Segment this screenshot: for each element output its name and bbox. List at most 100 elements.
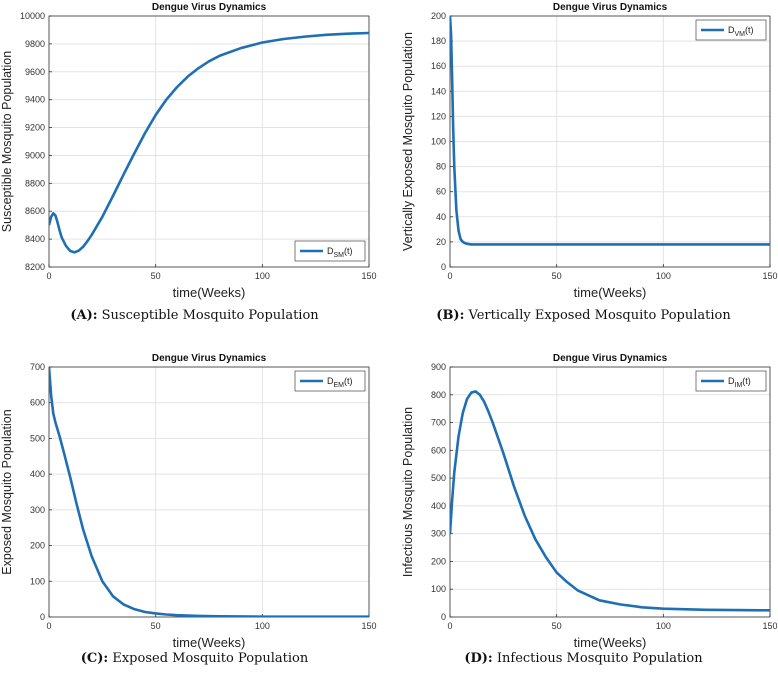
y-tick-label: 100 [30,576,45,586]
caption-a-label: (A): [70,308,98,323]
y-tick-label: 180 [431,36,446,46]
legend-label: DVM(t) [728,25,754,38]
plot-area [450,367,770,617]
caption-a-text: Susceptible Mosquito Population [101,308,319,323]
chart-a: 0 50 100 150 8200 8400 8600 8800 9000 9200 9400 960… [0,2,377,300]
x-tick-label: 150 [361,621,376,631]
panel-c: 0 50 100 150 0 100 200 300 400 500 600 700 Dengue Vi… [0,338,389,675]
y-tick-label: 60 [436,187,446,197]
x-tick-label: 0 [447,621,452,631]
x-tick-label: 0 [447,271,452,281]
chart-title: Dengue Virus Dynamics [553,353,668,364]
y-tick-label: 800 [431,390,446,400]
y-tick-label: 900 [431,362,446,372]
y-tick-label: 200 [30,541,45,551]
y-tick-label: 400 [30,469,45,479]
legend-box [294,240,366,262]
caption-c-label: (C): [80,651,109,666]
y-tick-label: 8400 [25,234,45,244]
caption-c: (C): Exposed Mosquito Population [0,651,389,666]
y-tick-label: 120 [431,111,446,121]
x-axis-label: time(Weeks) [173,635,246,650]
y-axis-label: Susceptible Mosquito Population [0,51,14,232]
x-tick-label: 100 [255,621,270,631]
y-axis-label: Infectious Mosquito Population [401,407,415,577]
y-tick-label: 0 [441,262,446,272]
y-tick-label: 80 [436,162,446,172]
chart-d: 0 50 100 150 0 100 200 300 400 500 600 700 800 900 Den… [401,353,778,650]
legend-box [695,370,767,392]
y-tick-label: 9800 [25,39,45,49]
panel-d: 0 50 100 150 0 100 200 300 400 500 600 700 800 900 Den… [389,338,778,675]
y-tick-label: 0 [441,612,446,622]
y-tick-label: 160 [431,61,446,71]
caption-c-text: Exposed Mosquito Population [112,651,309,666]
plot-area [49,16,369,267]
plot-area [49,367,369,617]
y-tick-label: 200 [431,556,446,566]
series-line [450,390,770,612]
y-tick-label: 500 [30,433,45,443]
x-tick-label: 100 [656,271,671,281]
y-axis-label: Vertically Exposed Mosquito Population [401,32,415,251]
chart-title: Dengue Virus Dynamics [152,353,267,364]
y-tick-label: 8200 [25,262,45,272]
x-tick-label: 0 [46,271,51,281]
y-tick-label: 10000 [20,11,45,21]
y-tick-label: 9600 [25,67,45,77]
y-axis-label: Exposed Mosquito Population [0,409,14,574]
y-tick-label: 100 [431,137,446,147]
x-axis-label: time(Weeks) [173,285,246,300]
series-line [49,366,369,617]
x-tick-label: 100 [255,271,270,281]
legend-box [294,370,366,392]
x-tick-label: 50 [552,271,562,281]
y-tick-label: 40 [436,212,446,222]
legend-label: DEM(t) [327,376,353,389]
x-tick-label: 50 [151,621,161,631]
x-tick-label: 50 [552,621,562,631]
caption-d: (D): Infectious Mosquito Population [389,651,778,666]
panel-b: 0 50 100 150 0 20 40 60 80 100 120 140 160 180 200 Deng… [389,0,778,337]
chart-c: 0 50 100 150 0 100 200 300 400 500 600 700 Dengue Vi… [0,353,377,650]
y-tick-label: 9200 [25,123,45,133]
x-axis-label: time(Weeks) [574,285,647,300]
y-tick-label: 600 [30,398,45,408]
caption-b-label: (B): [436,308,465,323]
x-tick-label: 150 [762,621,777,631]
legend-label: DSM(t) [327,246,353,259]
y-tick-label: 200 [431,11,446,21]
chart-title: Dengue Virus Dynamics [553,2,668,13]
y-tick-label: 140 [431,86,446,96]
y-tick-label: 9000 [25,150,45,160]
caption-a: (A): Susceptible Mosquito Population [0,308,389,323]
series-line [450,15,770,246]
legend-label: DIM(t) [728,376,751,389]
x-tick-label: 0 [46,621,51,631]
y-tick-label: 100 [431,584,446,594]
caption-d-text: Infectious Mosquito Population [496,651,703,666]
y-tick-label: 400 [431,501,446,511]
x-axis-label: time(Weeks) [574,635,647,650]
y-tick-label: 700 [30,362,45,372]
chart-b: 0 50 100 150 0 20 40 60 80 100 120 140 160 180 200 Deng… [401,2,778,300]
axes-box [449,366,771,618]
y-tick-label: 20 [436,237,446,247]
x-tick-label: 100 [656,621,671,631]
y-tick-label: 9400 [25,95,45,105]
legend-box [695,19,767,41]
y-tick-label: 8600 [25,206,45,216]
y-tick-label: 300 [30,505,45,515]
y-tick-label: 0 [40,612,45,622]
x-tick-label: 150 [361,271,376,281]
y-tick-label: 600 [431,445,446,455]
series-line [49,31,369,254]
axes-box [48,15,370,268]
y-tick-label: 8800 [25,178,45,188]
x-tick-label: 50 [151,271,161,281]
caption-b-text: Vertically Exposed Mosquito Population [468,308,731,323]
y-tick-label: 700 [431,418,446,428]
panel-a: 0 50 100 150 8200 8400 8600 8800 9000 9200 9400 960… [0,0,389,337]
y-tick-label: 500 [431,473,446,483]
x-tick-label: 150 [762,271,777,281]
